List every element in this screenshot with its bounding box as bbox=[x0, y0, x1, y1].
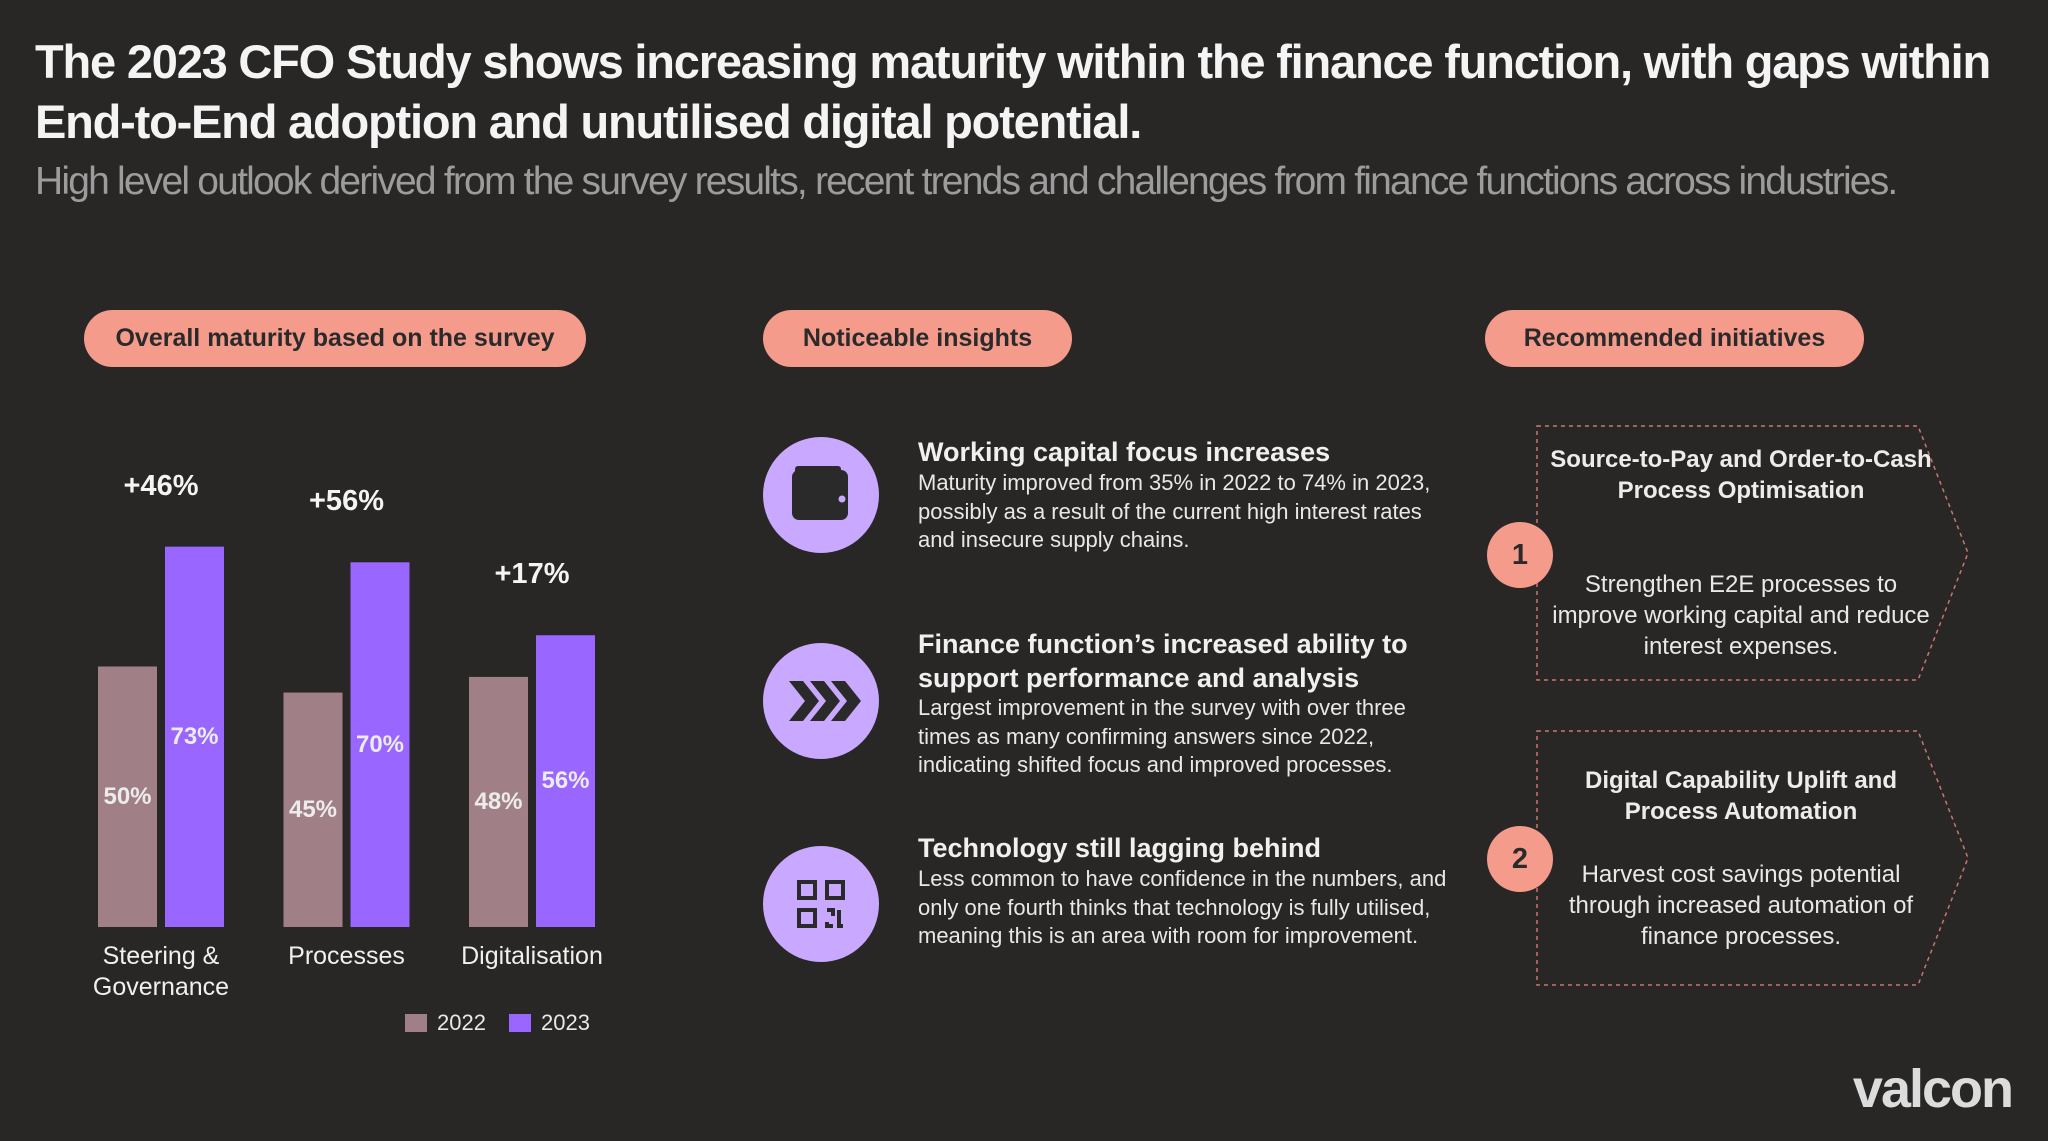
section-pill: Recommended initiatives bbox=[1485, 310, 1864, 367]
insight-heading: Finance function’s increased ability to … bbox=[918, 629, 1408, 693]
insight-body: Less common to have confidence in the nu… bbox=[918, 866, 1447, 948]
initiative-box bbox=[1536, 425, 1969, 681]
category-label: Steering & Governance bbox=[92, 942, 230, 1001]
initiative-body: Strengthen E2E processes to improve work… bbox=[1552, 571, 1930, 660]
value-label: 56% bbox=[541, 767, 590, 795]
bar bbox=[469, 676, 528, 927]
annotation: +17% bbox=[494, 558, 570, 591]
initiative-number: 1 bbox=[1487, 522, 1553, 588]
title: The 2023 CFO Study shows increasing matu… bbox=[35, 35, 1991, 148]
insight-icon-chevrons bbox=[763, 643, 879, 759]
initiative-box bbox=[1536, 730, 1969, 986]
legend-label: 2022 bbox=[437, 1010, 486, 1035]
bar bbox=[165, 546, 224, 927]
value-label: 73% bbox=[170, 722, 219, 750]
legend-label: 2023 bbox=[541, 1010, 590, 1035]
section-pill: Overall maturity based on the survey bbox=[84, 310, 586, 367]
value-label: 48% bbox=[474, 787, 523, 815]
initiative-heading: Digital Capability Uplift and Process Au… bbox=[1584, 767, 1897, 825]
logo: valcon bbox=[1852, 1059, 2014, 1119]
initiative-number: 2 bbox=[1487, 826, 1553, 892]
legend-swatch bbox=[509, 1014, 531, 1032]
category-label: Processes bbox=[288, 942, 405, 970]
annotation: +46% bbox=[123, 469, 199, 502]
bar bbox=[98, 666, 157, 927]
bar bbox=[350, 562, 410, 927]
insight-icon-qr bbox=[763, 846, 879, 962]
value-label: 45% bbox=[288, 795, 338, 823]
subtitle: High level outlook derived from the surv… bbox=[35, 160, 1898, 203]
bar-chart bbox=[98, 546, 595, 927]
insight-body: Largest improvement in the survey with o… bbox=[918, 695, 1406, 777]
insight-body: Maturity improved from 35% in 2022 to 74… bbox=[918, 470, 1431, 552]
insight-heading: Technology still lagging behind bbox=[918, 833, 1321, 863]
insight-icon-wallet bbox=[763, 437, 879, 553]
value-label: 70% bbox=[355, 730, 405, 758]
bar bbox=[283, 692, 343, 927]
annotation: +56% bbox=[309, 485, 384, 518]
initiative-heading: Source-to-Pay and Order-to-Cash Process … bbox=[1550, 446, 1932, 504]
value-label: 50% bbox=[103, 782, 152, 810]
legend-swatch bbox=[405, 1014, 427, 1032]
section-pill: Noticeable insights bbox=[763, 310, 1072, 367]
insight-heading: Working capital focus increases bbox=[918, 437, 1331, 467]
bar bbox=[536, 635, 595, 927]
category-label: Digitalisation bbox=[461, 942, 603, 970]
initiative-body: Harvest cost savings potential through i… bbox=[1568, 861, 1914, 950]
